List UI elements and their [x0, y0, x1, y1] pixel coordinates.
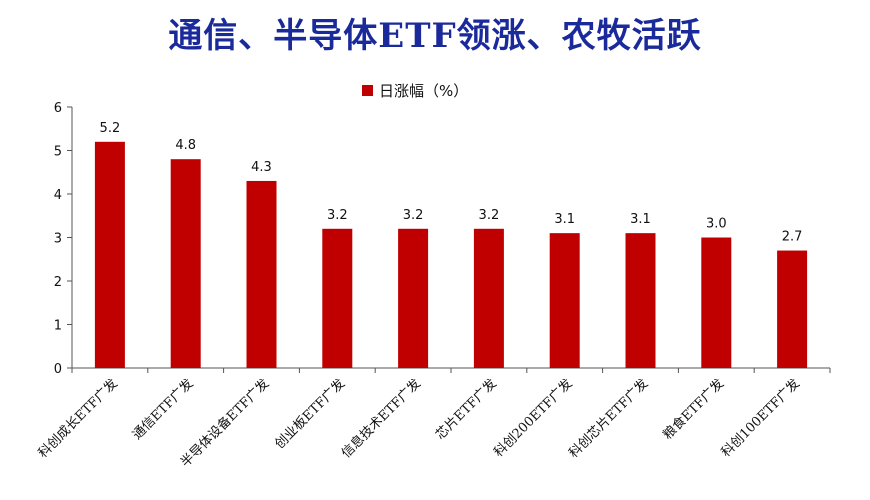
y-tick-label: 0: [54, 362, 62, 377]
data-label: 3.2: [403, 208, 424, 223]
x-tick-label: 粮食ETF广发: [660, 376, 727, 443]
bar: [777, 250, 808, 368]
x-tick-label: 科创100ETF广发: [718, 376, 803, 461]
bar: [170, 159, 201, 368]
x-tick-label: 创业板ETF广发: [272, 376, 349, 453]
bar: [549, 233, 580, 368]
bar: [701, 237, 732, 368]
data-label: 3.2: [479, 208, 500, 223]
data-label: 3.1: [554, 212, 575, 227]
data-label: 5.2: [100, 121, 121, 136]
x-tick-label: 科创200ETF广发: [491, 376, 576, 461]
legend: 日涨幅（%）: [362, 80, 468, 100]
bar: [322, 228, 353, 368]
x-tick-label: 科创成长ETF广发: [35, 376, 121, 462]
x-tick-label: 芯片ETF广发: [432, 376, 499, 443]
y-tick-label: 6: [54, 101, 62, 116]
legend-label: 日涨幅（%）: [379, 81, 469, 100]
x-tick-label: 信息技术ETF广发: [338, 376, 424, 462]
bar: [398, 228, 429, 368]
bar: [473, 228, 504, 368]
data-label: 4.8: [175, 138, 196, 153]
data-label: 3.2: [327, 208, 348, 223]
y-tick-label: 5: [54, 145, 62, 160]
data-label: 3.1: [630, 212, 651, 227]
data-label: 2.7: [782, 230, 803, 245]
chart-title: 通信、半导体ETF领涨、农牧活跃: [168, 16, 702, 56]
legend-swatch: [362, 84, 373, 96]
bar: [94, 141, 125, 368]
x-tick-label: 科创芯片ETF广发: [566, 376, 652, 462]
y-tick-label: 2: [54, 275, 62, 290]
bar: [246, 180, 277, 368]
y-tick-label: 1: [54, 319, 62, 334]
bar: [625, 233, 656, 368]
data-label: 3.0: [706, 217, 727, 232]
data-label: 4.3: [251, 160, 272, 175]
x-tick-label: 通信ETF广发: [129, 376, 196, 443]
y-tick-label: 4: [54, 188, 62, 203]
y-tick-label: 3: [54, 232, 62, 247]
